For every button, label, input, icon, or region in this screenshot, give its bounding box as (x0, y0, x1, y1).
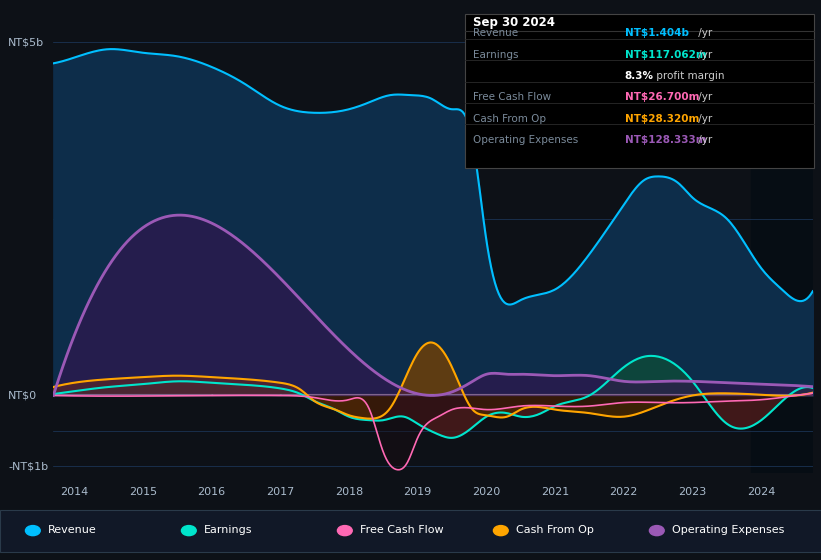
Text: /yr: /yr (695, 29, 712, 39)
Text: Sep 30 2024: Sep 30 2024 (473, 16, 555, 29)
Text: /yr: /yr (695, 50, 712, 60)
Text: Free Cash Flow: Free Cash Flow (360, 525, 443, 535)
Text: 2014: 2014 (60, 487, 88, 497)
Text: NT$0: NT$0 (8, 390, 37, 400)
Text: Cash From Op: Cash From Op (516, 525, 594, 535)
Text: Earnings: Earnings (473, 50, 518, 60)
Text: -NT$1b: -NT$1b (8, 461, 48, 471)
Text: NT$1.404b: NT$1.404b (625, 29, 689, 39)
Text: Free Cash Flow: Free Cash Flow (473, 92, 551, 102)
Text: NT$117.062m: NT$117.062m (625, 50, 707, 60)
Text: 2015: 2015 (129, 487, 157, 497)
Text: 2017: 2017 (266, 487, 294, 497)
Text: profit margin: profit margin (653, 71, 724, 81)
Text: Cash From Op: Cash From Op (473, 114, 546, 124)
Text: /yr: /yr (695, 114, 712, 124)
Text: NT$5b: NT$5b (8, 37, 44, 47)
Text: 2023: 2023 (678, 487, 707, 497)
Text: /yr: /yr (695, 135, 712, 145)
Text: /yr: /yr (695, 92, 712, 102)
Text: 2020: 2020 (472, 487, 501, 497)
Text: 2016: 2016 (197, 487, 226, 497)
Text: Earnings: Earnings (204, 525, 252, 535)
Text: 8.3%: 8.3% (625, 71, 654, 81)
Text: 2021: 2021 (541, 487, 569, 497)
Bar (751, 28, 813, 473)
Text: NT$128.333m: NT$128.333m (625, 135, 706, 145)
Text: Operating Expenses: Operating Expenses (473, 135, 578, 145)
Text: NT$28.320m: NT$28.320m (625, 114, 699, 124)
Text: Revenue: Revenue (48, 525, 96, 535)
Text: 2024: 2024 (747, 487, 775, 497)
Text: 2022: 2022 (610, 487, 638, 497)
Text: 2018: 2018 (335, 487, 363, 497)
Text: Revenue: Revenue (473, 29, 518, 39)
Text: Operating Expenses: Operating Expenses (672, 525, 784, 535)
Text: 2019: 2019 (403, 487, 432, 497)
Text: NT$26.700m: NT$26.700m (625, 92, 699, 102)
